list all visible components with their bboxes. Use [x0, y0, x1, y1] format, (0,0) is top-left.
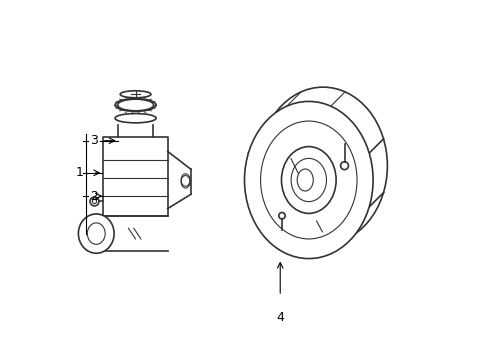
Text: 1: 1 [76, 166, 83, 179]
Polygon shape [96, 216, 167, 251]
Ellipse shape [115, 113, 156, 123]
Text: 3: 3 [90, 134, 98, 147]
Ellipse shape [258, 87, 386, 244]
Ellipse shape [117, 99, 153, 111]
Ellipse shape [78, 214, 114, 253]
Ellipse shape [340, 162, 348, 170]
Text: 2: 2 [90, 190, 98, 203]
Ellipse shape [290, 158, 326, 202]
Polygon shape [103, 137, 167, 216]
Polygon shape [118, 125, 153, 137]
Ellipse shape [278, 212, 285, 219]
Ellipse shape [120, 91, 151, 98]
Ellipse shape [281, 147, 335, 213]
Ellipse shape [244, 102, 372, 258]
Ellipse shape [90, 197, 99, 206]
Text: 4: 4 [276, 311, 284, 324]
